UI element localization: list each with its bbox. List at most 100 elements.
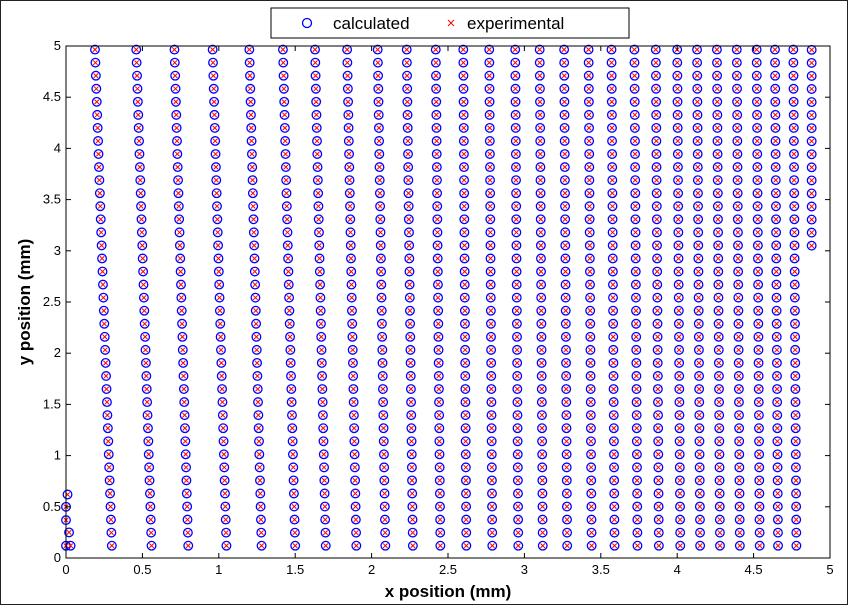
experimental-point: [754, 73, 760, 79]
experimental-point: [634, 464, 640, 470]
experimental-point: [515, 464, 521, 470]
calculated-point: [484, 96, 495, 107]
experimental-point: [694, 86, 700, 92]
experimental-point: [435, 268, 441, 275]
experimental-point: [346, 151, 352, 157]
experimental-point: [380, 425, 387, 431]
experimental-point: [715, 282, 721, 288]
experimental-point: [755, 229, 761, 235]
calculated-point: [432, 175, 442, 186]
calculated-point: [310, 70, 321, 81]
experimental-point: [147, 503, 153, 510]
experimental-point: [561, 73, 567, 79]
experimental-point: [538, 268, 544, 275]
experimental-point: [143, 360, 149, 366]
calculated-point: [132, 83, 143, 94]
calculated-point: [675, 540, 686, 551]
calculated-point: [631, 436, 642, 447]
calculated-point: [178, 384, 189, 394]
calculated-point: [97, 253, 108, 264]
experimental-point: [291, 490, 297, 497]
calculated-point: [560, 188, 570, 199]
calculated-point: [586, 527, 597, 538]
experimental-point: [349, 295, 355, 301]
experimental-point: [92, 60, 98, 66]
calculated-point: [560, 227, 571, 238]
experimental-point: [282, 125, 288, 131]
calculated-point: [714, 436, 725, 447]
calculated-point: [692, 162, 703, 173]
calculated-point: [486, 436, 497, 447]
calculated-point: [99, 331, 110, 342]
calculated-point: [142, 397, 153, 408]
experimental-point: [486, 60, 492, 66]
y-tick-label: 0: [54, 550, 61, 565]
experimental-point: [561, 86, 567, 92]
experimental-point: [253, 308, 259, 314]
experimental-point: [487, 112, 493, 118]
experimental-point: [695, 216, 701, 222]
calculated-point: [651, 149, 662, 159]
calculated-point: [713, 344, 724, 355]
experimental-point: [793, 425, 799, 431]
experimental-point: [462, 268, 468, 275]
calculated-point: [652, 279, 663, 290]
experimental-point: [537, 73, 543, 79]
calculated-point: [713, 292, 724, 303]
calculated-point: [692, 122, 703, 133]
calculated-point: [434, 449, 445, 460]
experimental-point: [171, 47, 177, 53]
experimental-point: [463, 530, 469, 536]
experimental-point: [183, 464, 189, 470]
experimental-point: [537, 125, 543, 131]
calculated-point: [561, 410, 572, 421]
calculated-point: [486, 410, 497, 421]
experimental-point: [515, 425, 521, 431]
calculated-point: [458, 136, 469, 146]
experimental-point: [586, 138, 592, 144]
calculated-point: [535, 175, 546, 186]
experimental-point: [256, 451, 262, 457]
experimental-point: [716, 425, 722, 431]
experimental-point: [281, 73, 287, 79]
calculated-point: [559, 96, 570, 107]
calculated-point: [560, 279, 571, 290]
calculated-point: [212, 214, 223, 225]
experimental-point: [434, 203, 440, 209]
calculated-point: [770, 149, 781, 159]
experimental-point: [322, 490, 328, 497]
experimental-point: [714, 138, 721, 144]
experimental-point: [793, 412, 799, 418]
experimental-point: [435, 308, 441, 314]
calculated-point: [694, 371, 705, 381]
experimental-point: [653, 73, 659, 79]
experimental-point: [515, 517, 521, 523]
calculated-point: [789, 149, 799, 159]
experimental-point: [775, 464, 781, 470]
experimental-point: [487, 164, 493, 170]
calculated-point: [64, 527, 75, 538]
calculated-point: [289, 527, 300, 538]
experimental-point: [217, 308, 223, 314]
experimental-point: [346, 164, 352, 170]
calculated-point: [713, 214, 723, 225]
experimental-point: [538, 308, 544, 314]
experimental-point: [561, 112, 568, 118]
experimental-point: [791, 112, 797, 118]
calculated-point: [694, 410, 705, 421]
experimental-point: [107, 477, 113, 483]
experimental-point: [345, 99, 351, 105]
experimental-point: [404, 47, 410, 53]
calculated-point: [174, 240, 185, 251]
calculated-point: [772, 384, 783, 394]
experimental-point: [434, 177, 440, 183]
calculated-point: [404, 227, 414, 238]
calculated-point: [511, 214, 522, 225]
experimental-point: [292, 517, 298, 523]
experimental-point: [653, 86, 659, 92]
calculated-point: [91, 83, 102, 94]
calculated-point: [252, 371, 263, 381]
experimental-point: [350, 360, 356, 366]
experimental-point: [140, 282, 147, 288]
